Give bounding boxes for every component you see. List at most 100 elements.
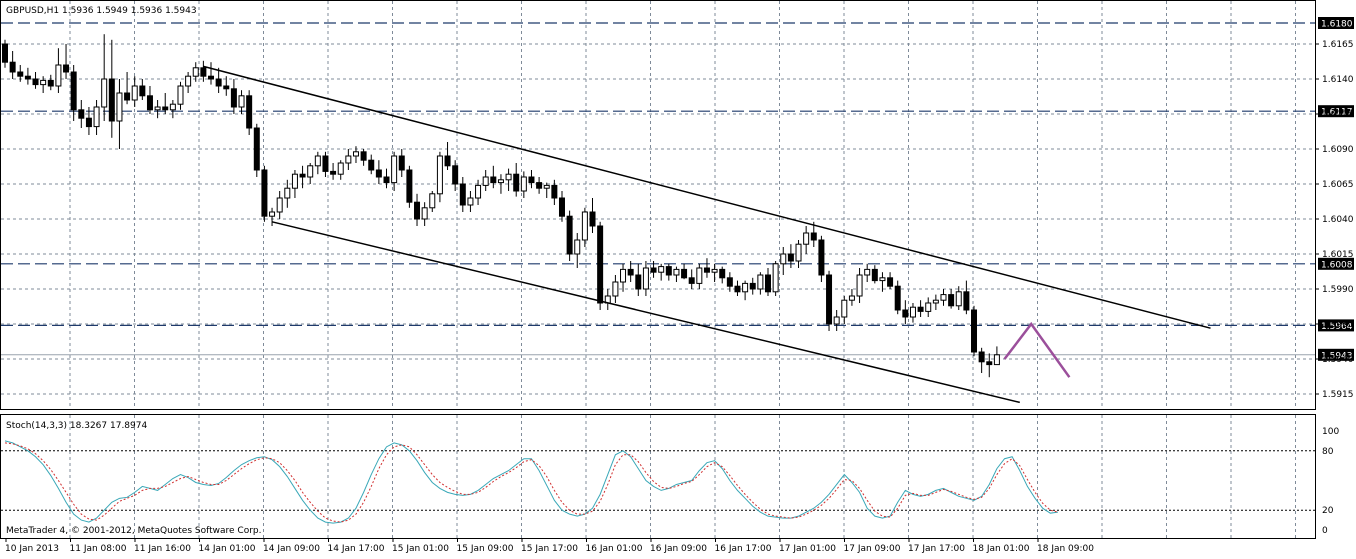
candle bbox=[116, 79, 123, 149]
candle bbox=[383, 168, 390, 189]
main-grid bbox=[1, 1, 1315, 409]
y-tick-label: 1.6165 bbox=[1322, 40, 1354, 50]
candle bbox=[192, 62, 199, 82]
candle bbox=[467, 191, 474, 212]
candle-body bbox=[238, 95, 245, 108]
candle-body bbox=[345, 155, 352, 164]
candle-body bbox=[749, 282, 756, 290]
candle bbox=[795, 240, 802, 268]
candle bbox=[879, 272, 886, 292]
candle-body bbox=[131, 85, 138, 101]
candle bbox=[246, 90, 253, 135]
candle bbox=[307, 163, 314, 184]
candle-body bbox=[208, 75, 215, 80]
candle-body bbox=[795, 243, 802, 262]
stoch-title: Stoch(14,3,3) 18.3267 17.8974 bbox=[6, 421, 147, 431]
x-tick-label: 10 Jan 2013 bbox=[5, 544, 59, 554]
candle-body bbox=[63, 64, 70, 73]
candle bbox=[360, 149, 367, 166]
candle-body bbox=[917, 306, 924, 312]
candle-body bbox=[673, 268, 680, 276]
candle-body bbox=[971, 309, 978, 353]
candle bbox=[414, 193, 421, 226]
candle bbox=[581, 207, 588, 247]
candle bbox=[513, 163, 520, 197]
candle-body bbox=[85, 117, 92, 128]
candle-body bbox=[253, 127, 260, 171]
chart-title: GBPUSD,H1 1.5936 1.5949 1.5936 1.5943 bbox=[6, 6, 197, 16]
candle bbox=[635, 263, 642, 296]
x-tick-label: 16 Jan 09:00 bbox=[650, 544, 707, 554]
candle-body bbox=[383, 176, 390, 184]
stoch-tick-label: 100 bbox=[1322, 427, 1339, 437]
candle-body bbox=[902, 309, 909, 318]
candle-body bbox=[543, 184, 550, 189]
candle bbox=[940, 289, 947, 306]
candle bbox=[162, 93, 169, 114]
candle bbox=[452, 160, 459, 191]
candle-body bbox=[269, 211, 276, 217]
candle-body bbox=[223, 85, 230, 90]
candle-body bbox=[833, 316, 840, 325]
candle-body bbox=[375, 169, 382, 178]
candle bbox=[932, 294, 939, 310]
price-tag bbox=[1318, 319, 1354, 332]
candle bbox=[948, 289, 955, 309]
x-tick-label: 16 Jan 17:00 bbox=[715, 544, 772, 554]
y-tick-label: 1.6040 bbox=[1322, 215, 1354, 225]
candle bbox=[490, 165, 497, 189]
candle bbox=[139, 79, 146, 100]
candle bbox=[47, 74, 54, 91]
candle-body bbox=[696, 267, 703, 284]
candle bbox=[971, 305, 978, 357]
candle-body bbox=[536, 182, 543, 189]
candle bbox=[757, 272, 764, 295]
candle bbox=[787, 244, 794, 268]
candle-body bbox=[810, 232, 817, 241]
candle-body bbox=[467, 197, 474, 206]
candle-body bbox=[246, 95, 253, 129]
y-tick-label: 1.5940 bbox=[1322, 355, 1354, 365]
candle bbox=[543, 182, 550, 198]
candle bbox=[925, 297, 932, 317]
candle bbox=[742, 280, 749, 301]
candle bbox=[330, 163, 337, 180]
stoch-pane-frame bbox=[0, 414, 1316, 539]
candle-body bbox=[17, 71, 24, 77]
candle-body bbox=[978, 351, 985, 363]
candle-body bbox=[719, 268, 726, 279]
candle-body bbox=[47, 79, 54, 87]
candle bbox=[810, 221, 817, 247]
candle-body bbox=[497, 179, 504, 184]
candle bbox=[604, 289, 611, 310]
candle-body bbox=[116, 92, 123, 122]
channel-lower-line bbox=[271, 221, 1020, 404]
candle bbox=[70, 65, 77, 121]
candle-body bbox=[482, 176, 489, 186]
candle bbox=[368, 154, 375, 175]
candle-body bbox=[856, 274, 863, 297]
candle-body bbox=[818, 239, 825, 276]
main-pane-frame bbox=[0, 0, 1316, 410]
candle bbox=[963, 280, 970, 315]
candle-body bbox=[230, 88, 237, 108]
candle bbox=[208, 62, 215, 85]
candle-body bbox=[558, 197, 565, 217]
candle bbox=[101, 34, 108, 121]
trend-lines bbox=[203, 65, 1211, 404]
footer-copyright: MetaTrader 4, © 2001-2012, MetaQuotes So… bbox=[6, 526, 262, 536]
candle bbox=[681, 263, 688, 280]
candle-body bbox=[330, 170, 337, 175]
candle-body bbox=[909, 306, 916, 318]
candle-body bbox=[574, 239, 581, 255]
candle-body bbox=[475, 184, 482, 199]
candle-body bbox=[879, 277, 886, 282]
candle-body bbox=[2, 43, 8, 63]
candle-body bbox=[948, 294, 955, 307]
candle bbox=[475, 179, 482, 205]
candle bbox=[375, 160, 382, 184]
x-tick-label: 15 Jan 17:00 bbox=[521, 544, 578, 554]
candle-body bbox=[688, 277, 695, 284]
candle bbox=[215, 67, 222, 93]
